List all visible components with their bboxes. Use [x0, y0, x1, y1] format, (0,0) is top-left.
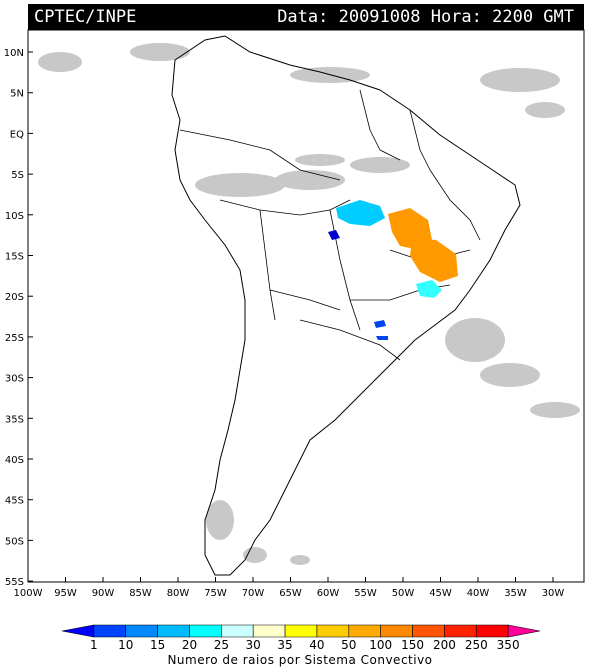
- lat-label: 55S: [5, 577, 24, 588]
- convective-system-blue-2: [374, 320, 386, 328]
- colorbar-swatch: [157, 624, 190, 638]
- lat-label: 5N: [10, 89, 24, 100]
- map-frame: [27, 29, 585, 583]
- colorbar-swatch: [348, 624, 381, 638]
- lon-label: 70W: [242, 588, 265, 599]
- colorbar-tick-label: 100: [369, 638, 392, 652]
- longitude-ticks: 100W 95W 90W 85W 80W 75W 70W 65W 60W 55W 50W 45W 40W…: [14, 577, 565, 599]
- convective-system-blue-1: [328, 230, 340, 240]
- lon-label: 55W: [354, 588, 377, 599]
- convective-system-lightcyan: [416, 280, 442, 298]
- colorbar-tick-label: 250: [465, 638, 488, 652]
- lat-label: 40S: [5, 455, 24, 466]
- colorbar-tick-label: 20: [182, 638, 197, 652]
- colorbar-swatch: [252, 624, 286, 638]
- colorbar-tick-label: 25: [214, 638, 229, 652]
- colorbar-tick-label: 40: [309, 638, 324, 652]
- colorbar-swatch: [507, 624, 541, 638]
- colorbar-tick-label: 50: [341, 638, 356, 652]
- colorbar-tick-label: 30: [246, 638, 261, 652]
- colorbar-tick-label: 15: [150, 638, 165, 652]
- country-borders: [179, 89, 481, 361]
- cloud-cover: [38, 43, 580, 565]
- colorbar-swatch: [189, 624, 222, 638]
- lat-label: 10N: [4, 48, 24, 59]
- lat-label: EQ: [10, 129, 24, 140]
- colorbar-tick-label: 35: [277, 638, 292, 652]
- lat-label: 45S: [5, 496, 24, 507]
- convective-system-cyan: [336, 200, 385, 226]
- lon-label: 30W: [542, 588, 565, 599]
- colorbar-swatch: [284, 624, 318, 638]
- colorbar-swatch: [125, 624, 158, 638]
- lat-label: 25S: [5, 333, 24, 344]
- colorbar: 1 10 15 20 25 30 35 40 50 100 150 200 250 350: [61, 624, 541, 652]
- lon-label: 80W: [167, 588, 190, 599]
- colorbar-swatch: [380, 624, 413, 638]
- colorbar-swatch: [316, 624, 350, 638]
- lon-label: 60W: [317, 588, 340, 599]
- colorbar-swatch: [412, 624, 445, 638]
- continent-outline: [171, 35, 521, 576]
- lon-label: 100W: [14, 588, 43, 599]
- lon-label: 50W: [392, 588, 415, 599]
- colorbar-tick-label: 1: [90, 638, 98, 652]
- lat-label: 35S: [5, 414, 24, 425]
- convective-system-blue-3: [376, 336, 388, 340]
- colorbar-swatch: [221, 624, 254, 638]
- lon-label: 40W: [467, 588, 490, 599]
- colorbar-tick-label: 200: [433, 638, 456, 652]
- lat-label: 20S: [5, 292, 24, 303]
- colorbar-tick-label: 350: [497, 638, 520, 652]
- colorbar-tick-label: 10: [118, 638, 133, 652]
- lon-label: 75W: [204, 588, 227, 599]
- lon-label: 90W: [92, 588, 115, 599]
- convective-system-orange-south: [410, 238, 458, 282]
- colorbar-title: Numero de raios por Sistema Convectivo: [167, 653, 433, 667]
- lat-label: 5S: [11, 170, 24, 181]
- lon-label: 35W: [504, 588, 527, 599]
- colorbar-swatch: [93, 624, 127, 638]
- lon-label: 65W: [279, 588, 302, 599]
- lat-label: 50S: [5, 536, 24, 547]
- colorbar-swatch: [61, 624, 95, 638]
- datetime-label: Data: 20091008 Hora: 2200 GMT: [277, 7, 574, 27]
- lon-label: 45W: [429, 588, 452, 599]
- title-bar: CPTEC/INPE Data: 20091008 Hora: 2200 GMT: [28, 4, 584, 30]
- latitude-ticks: 10N 5N EQ 5S 10S 15S 20S 25S 30S 35S 40S 45S 50S 55S: [4, 48, 33, 588]
- colorbar-tick-label: 150: [401, 638, 424, 652]
- convective-systems: [328, 200, 458, 340]
- lat-label: 10S: [5, 211, 24, 222]
- lon-label: 85W: [129, 588, 152, 599]
- colorbar-swatch: [444, 624, 477, 638]
- lat-label: 30S: [5, 374, 24, 385]
- source-label: CPTEC/INPE: [34, 7, 137, 27]
- colorbar-swatch: [475, 624, 509, 638]
- lon-label: 95W: [54, 588, 77, 599]
- lat-label: 15S: [5, 252, 24, 263]
